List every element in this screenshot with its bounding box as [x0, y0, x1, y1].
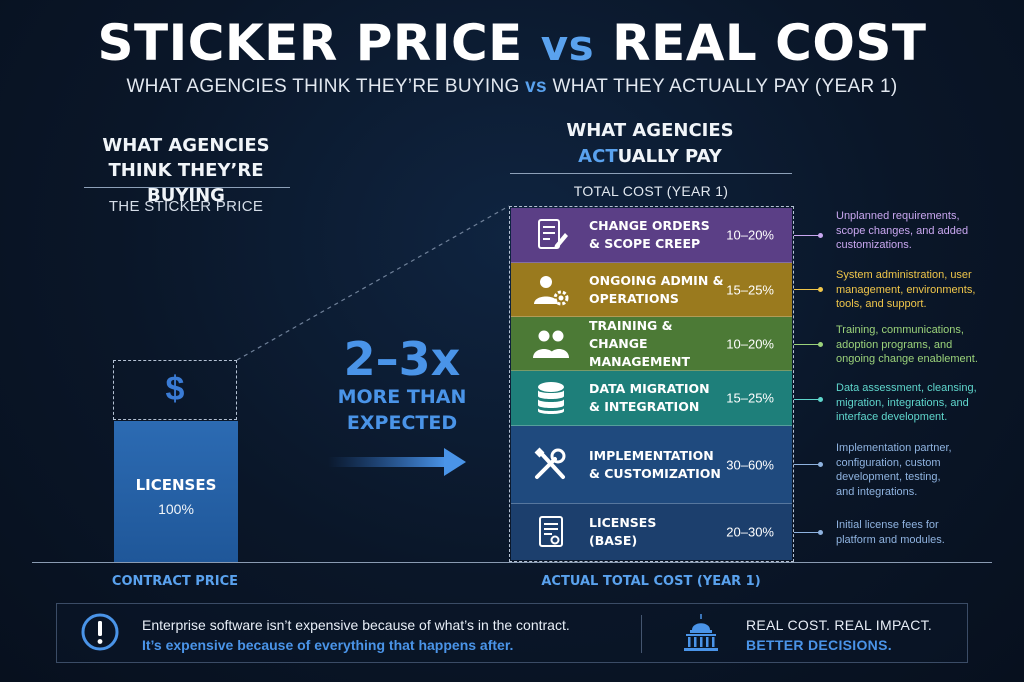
note-ongoing-admin: System administration, user management, e…	[836, 269, 976, 310]
segment-label: ONGOING ADMIN & OPERATIONS	[589, 272, 724, 306]
user-gear-icon	[534, 275, 569, 305]
footer-banner	[56, 603, 968, 663]
footer-statement: Enterprise software isn’t expensive beca…	[142, 617, 570, 633]
note-implementation: Implementation partner, configuration, cu…	[836, 442, 952, 498]
leader-dot	[818, 397, 823, 402]
note-change-orders: Unplanned requirements, scope changes, an…	[836, 210, 969, 251]
segment-training: TRAINING & CHANGE MANAGEMENT 10–20%	[511, 317, 792, 371]
exclamation-circle-icon	[81, 613, 119, 651]
note-training: Training, communications, adoption progra…	[836, 324, 978, 365]
note-licenses: Initial license fees for platform and mod…	[836, 519, 945, 546]
segment-ongoing-admin: ONGOING ADMIN & OPERATIONS 15–25%	[511, 263, 792, 317]
subtitle: WHAT AGENCIES THINK THEY’RE BUYING vs WH…	[126, 76, 898, 97]
multiplier-caption: MORE THAN EXPECTED	[337, 386, 467, 434]
cost-stack	[509, 206, 794, 562]
leader-line	[794, 235, 820, 236]
segment-data-migration: DATA MIGRATION & INTEGRATION 15–25%	[511, 371, 792, 426]
multiplier: 2–3x	[343, 332, 461, 386]
people-icon	[533, 330, 569, 358]
segment-range: 15–25%	[726, 390, 774, 406]
leader-line	[794, 532, 820, 533]
segment-range: 20–30%	[726, 524, 774, 540]
leader-dot	[818, 462, 823, 467]
right-heading: WHAT AGENCIES ACTUALLY PAY	[566, 120, 734, 167]
segment-range: 15–25%	[726, 282, 774, 297]
document-edit-icon	[538, 219, 568, 249]
segment-change-orders: CHANGE ORDERS & SCOPE CREEP 10–20%	[511, 208, 792, 263]
segment-range: 30–60%	[726, 457, 774, 472]
segment-implementation: IMPLEMENTATION & CUSTOMIZATION 30–60%	[511, 426, 792, 504]
baseline	[32, 562, 992, 563]
right-divider	[510, 173, 792, 174]
dollar-icon: $	[165, 370, 185, 408]
segment-range: 10–20%	[726, 336, 774, 351]
contract-price-label: CONTRACT PRICE	[111, 574, 239, 589]
database-icon	[538, 382, 564, 414]
segment-label: LICENSES (BASE)	[589, 515, 657, 548]
leader-line	[794, 399, 820, 400]
segment-label: DATA MIGRATION & INTEGRATION	[589, 381, 710, 414]
licenses-bar	[114, 421, 238, 562]
left-divider	[84, 187, 290, 188]
leader-line	[794, 344, 820, 345]
licenses-bar-label: LICENSES	[135, 476, 217, 494]
segment-label: TRAINING & CHANGE MANAGEMENT	[589, 317, 691, 369]
footer-divider	[641, 615, 642, 653]
note-data-migration: Data assessment, cleansing, migration, in…	[836, 382, 977, 423]
leader-dot	[818, 233, 823, 238]
capitol-building-icon	[684, 614, 718, 651]
actual-total-cost-label: ACTUAL TOTAL COST (YEAR 1)	[541, 574, 761, 589]
segment-label: CHANGE ORDERS & SCOPE CREEP	[589, 218, 710, 251]
sticker-price-label: THE STICKER PRICE	[108, 198, 264, 215]
leader-line	[794, 289, 820, 290]
sticker-price-box	[113, 360, 237, 420]
footer-emphasis: It’s expensive because of everything tha…	[142, 637, 514, 653]
segment-range: 10–20%	[726, 227, 774, 243]
arrow-shaft	[328, 457, 446, 467]
leader-dot	[818, 530, 823, 535]
footer-tagline-2: BETTER DECISIONS.	[746, 637, 892, 653]
leader-dot	[818, 287, 823, 292]
arrow-right-icon	[444, 448, 466, 476]
leader-dot	[818, 342, 823, 347]
main-title: STICKER PRICE vs REAL COST	[97, 14, 927, 72]
license-document-icon	[539, 516, 563, 547]
licenses-bar-percent: 100%	[158, 501, 194, 517]
total-cost-label: TOTAL COST (YEAR 1)	[573, 183, 729, 199]
leader-line	[794, 464, 820, 465]
segment-label: IMPLEMENTATION & CUSTOMIZATION	[589, 447, 721, 481]
footer-tagline-1: REAL COST. REAL IMPACT.	[746, 617, 933, 633]
segment-licenses-base: LICENSES (BASE) 20–30%	[511, 504, 792, 560]
tools-icon	[534, 447, 566, 479]
left-heading: WHAT AGENCIES THINK THEY’RE BUYING	[102, 135, 270, 206]
